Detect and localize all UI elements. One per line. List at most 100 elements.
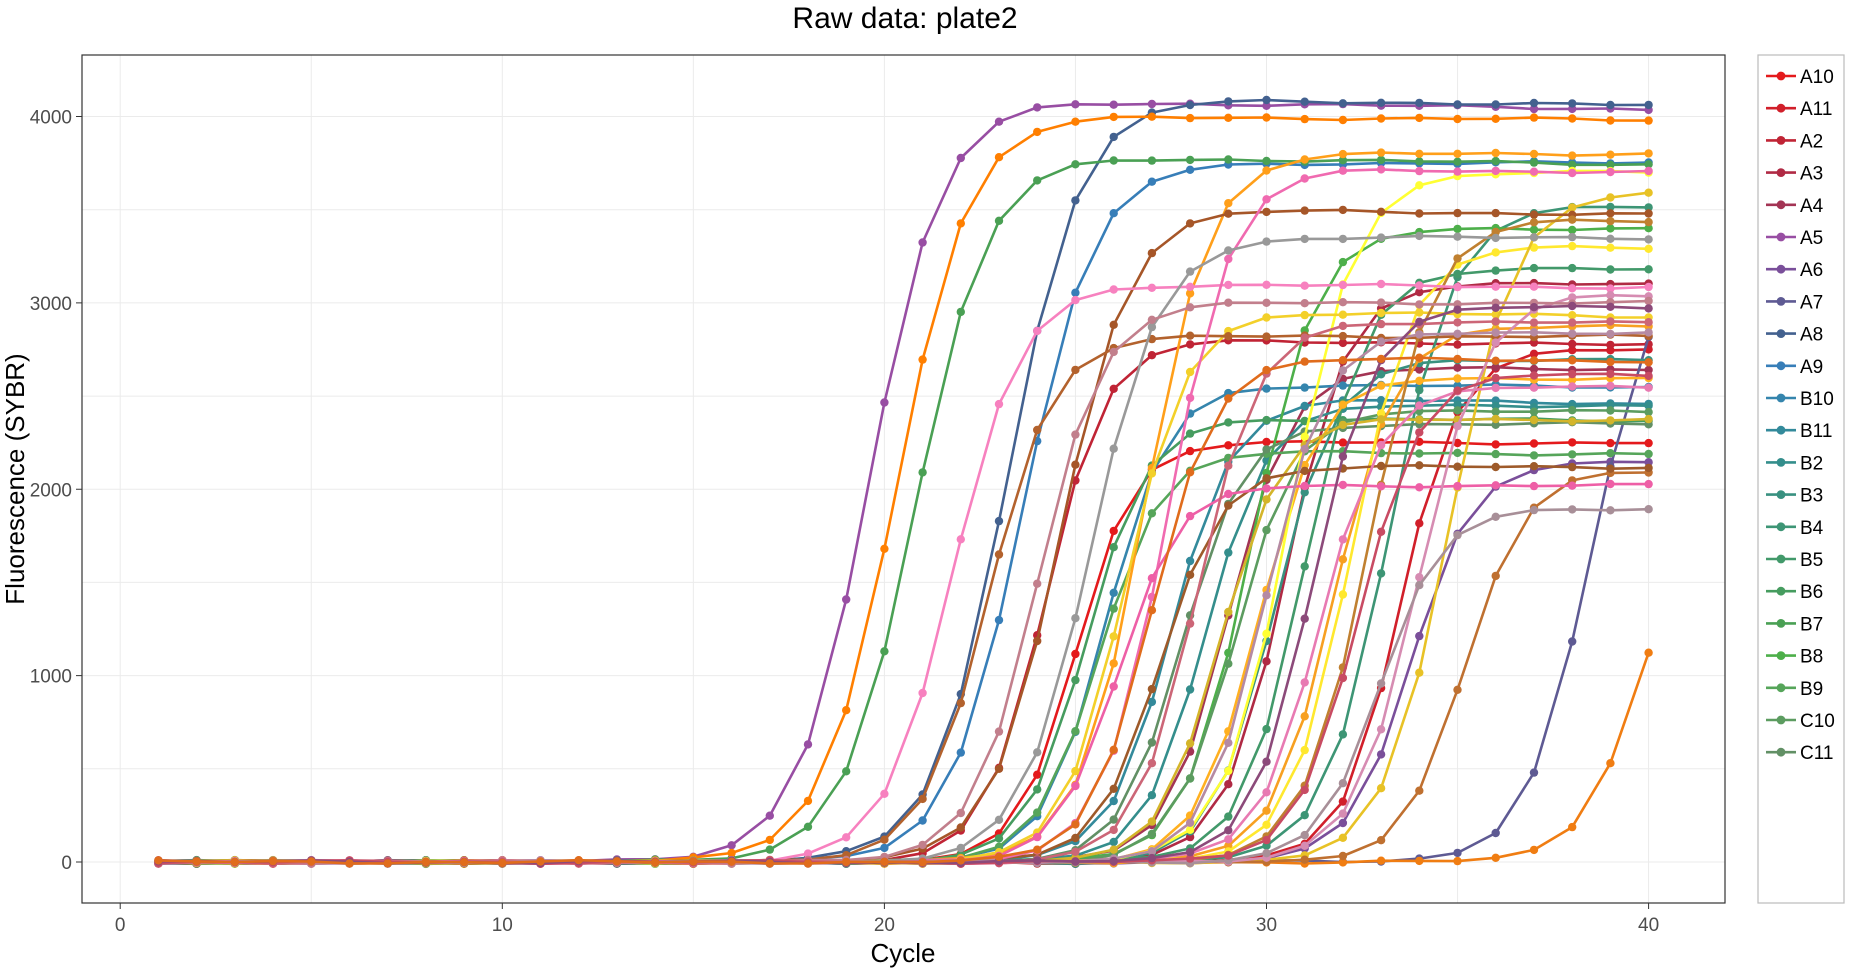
data-point (1338, 818, 1348, 828)
data-point (994, 815, 1004, 824)
data-point (1033, 636, 1042, 646)
data-point (1606, 234, 1615, 243)
data-point (1606, 265, 1615, 274)
data-point (956, 219, 965, 228)
data-point (1529, 104, 1539, 114)
data-point (1262, 415, 1271, 425)
legend-label: A8 (1800, 325, 1823, 346)
series-A5 (154, 99, 1653, 868)
data-point (1224, 489, 1233, 499)
data-point (1568, 225, 1577, 235)
data-point (1453, 363, 1462, 372)
data-point (1262, 113, 1271, 122)
data-point (1644, 401, 1653, 410)
data-point (1224, 280, 1233, 290)
legend-key-point (1776, 168, 1786, 178)
data-point (1453, 232, 1462, 241)
series-line (158, 408, 1649, 866)
series-curve-37 (154, 461, 1653, 868)
data-point (1529, 210, 1539, 219)
data-point (1224, 738, 1233, 747)
data-point (842, 767, 851, 776)
data-point (1529, 481, 1539, 491)
data-point (1453, 100, 1462, 109)
series-line (158, 356, 1649, 865)
data-point (1338, 400, 1348, 409)
legend-item: A9 (1766, 357, 1823, 378)
data-point (880, 843, 889, 853)
data-point (1147, 759, 1157, 768)
data-point (345, 859, 354, 868)
data-point (1644, 449, 1653, 459)
data-point (1262, 332, 1271, 341)
data-point (1300, 155, 1309, 164)
data-point (1568, 450, 1577, 459)
data-point (1071, 196, 1080, 205)
data-point (1606, 291, 1615, 300)
data-point (1529, 364, 1539, 374)
legend-label: B3 (1800, 486, 1823, 507)
data-point (1415, 415, 1424, 424)
data-point (956, 307, 965, 317)
data-point (1415, 483, 1424, 492)
data-point (1606, 357, 1615, 367)
data-point (1300, 281, 1309, 290)
data-point (1109, 745, 1118, 754)
data-point (192, 857, 201, 866)
data-point (1491, 317, 1500, 326)
data-point (1415, 300, 1424, 309)
data-point (1376, 354, 1386, 364)
data-point (1568, 462, 1577, 472)
data-point (1568, 301, 1577, 311)
data-point (1415, 856, 1424, 866)
series-curve-39 (154, 165, 1653, 868)
data-point (1529, 356, 1539, 365)
data-point (918, 688, 927, 698)
data-point (1453, 254, 1462, 263)
data-point (1376, 527, 1386, 536)
data-point (1071, 675, 1080, 685)
data-point (1415, 573, 1424, 582)
data-point (1415, 166, 1424, 176)
data-point (1338, 420, 1348, 430)
data-point (1338, 366, 1348, 375)
data-point (1033, 785, 1042, 794)
data-point (1453, 329, 1462, 338)
data-point (1644, 160, 1653, 169)
data-point (1033, 832, 1042, 842)
data-point (1109, 156, 1118, 165)
data-point (1338, 452, 1348, 461)
data-point (1491, 227, 1500, 237)
data-point (842, 595, 851, 604)
data-point (1376, 155, 1386, 165)
data-point (1415, 98, 1424, 108)
legend-key-point (1776, 651, 1786, 660)
data-point (1644, 505, 1653, 514)
data-point (1568, 241, 1577, 251)
data-point (994, 852, 1004, 861)
chart-title: Raw data: plate2 (792, 2, 1017, 35)
data-point (994, 117, 1004, 126)
data-point (1185, 113, 1195, 123)
data-point (1568, 151, 1577, 160)
data-point (1376, 148, 1386, 157)
data-point (1644, 188, 1653, 197)
series-curve-28 (154, 166, 1653, 868)
series-line (158, 191, 1649, 865)
data-point (1224, 332, 1233, 341)
data-point (1453, 856, 1462, 866)
data-point (1491, 156, 1500, 166)
data-point (1606, 464, 1615, 473)
data-point (1033, 770, 1042, 779)
series-line (158, 482, 1649, 865)
data-point (1338, 535, 1348, 544)
x-tick-label: 30 (1256, 915, 1277, 936)
data-point (1071, 460, 1080, 469)
data-point (1644, 383, 1653, 392)
legend-item: A5 (1766, 228, 1823, 249)
data-point (1033, 425, 1042, 435)
data-point (1644, 648, 1653, 657)
series-line (158, 115, 1649, 865)
data-point (1491, 420, 1500, 429)
data-point (1644, 304, 1653, 313)
